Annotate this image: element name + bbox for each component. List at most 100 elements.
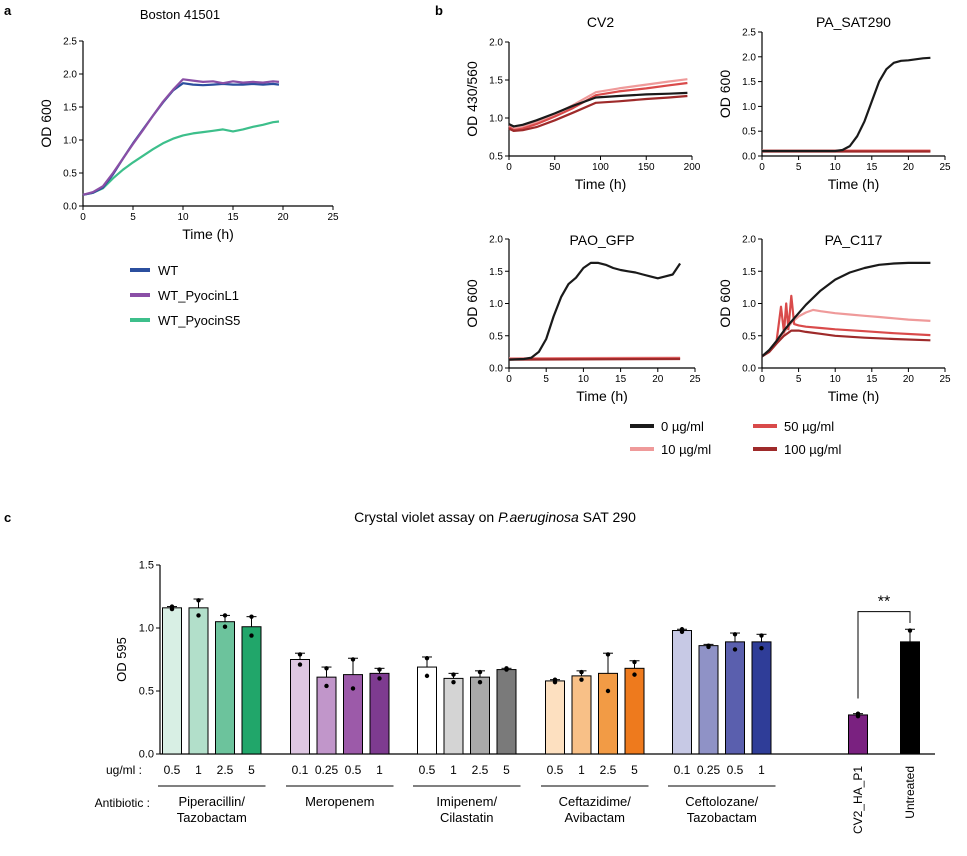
bar: [417, 666, 437, 755]
y-tick-label: 1.5: [139, 560, 154, 572]
antibiotic-name: Tazobactam: [687, 810, 757, 825]
x-tick-label: 20: [277, 212, 289, 223]
bar: [188, 607, 209, 755]
antibiotic-name: Ceftolozane/: [685, 794, 758, 809]
bar: [725, 641, 745, 755]
data-point: [605, 688, 611, 694]
data-point: [424, 656, 430, 661]
bar: [290, 659, 310, 755]
chart-c: Crystal violet assay on P.aeruginosa SAT…: [95, 509, 935, 834]
y-axis-label: OD 600: [717, 70, 733, 118]
concentration-label: 0.25: [697, 763, 721, 777]
series-line: [82, 78, 280, 196]
y-tick-label: 0.0: [139, 749, 154, 761]
bar: [571, 675, 592, 755]
x-axis-label: Time (h): [828, 176, 880, 192]
x-tick-label: 25: [327, 212, 339, 223]
concentration-label: 5: [248, 763, 255, 777]
y-tick-label: 0.5: [489, 152, 503, 163]
y-tick-label: 0.5: [742, 127, 756, 138]
panel-letter-c: c: [4, 510, 11, 525]
y-tick-label: 2.0: [489, 235, 503, 246]
chart-title-part: P.aeruginosa: [498, 509, 579, 525]
chart-title: PA_SAT290: [816, 14, 891, 30]
y-tick-label: 2.0: [489, 38, 503, 49]
chart-title-part: SAT 290: [579, 509, 636, 525]
antibiotic-name: Meropenem: [305, 794, 374, 809]
x-tick-label: 0: [759, 374, 765, 385]
concentration-label: 2.5: [217, 763, 234, 777]
legend-panel-b: 0 µg/ml 10 µg/ml 50 µg/ml 100 µg/ml: [630, 419, 841, 457]
bar: [672, 630, 692, 755]
data-point: [350, 686, 356, 691]
concentration-label: 2.5: [472, 763, 489, 777]
data-point: [477, 679, 483, 685]
y-axis-label: OD 430/560: [464, 61, 480, 137]
x-tick-label: 15: [866, 162, 878, 173]
chart-title-part: Crystal violet assay on: [354, 509, 498, 525]
bar-group: Untreated: [900, 628, 920, 819]
x-tick-label: 15: [615, 374, 627, 385]
data-point: [504, 666, 509, 671]
series-line: [508, 261, 682, 361]
concentration-label: 0.5: [419, 763, 436, 777]
chart-a: 0 5 10 15 20 25 0.0 0.5 1.0 1.5 2.0 2.5 Time (h) OD 6…: [38, 7, 339, 242]
x-tick-label: 0: [506, 162, 512, 173]
bar: [369, 672, 390, 755]
data-point: [706, 643, 711, 648]
data-point: [907, 649, 913, 655]
bar: [751, 641, 772, 755]
y-tick-label: 0.0: [742, 152, 756, 163]
bar-group: CV2_HA_P1: [848, 711, 868, 834]
legend-label: 10 µg/ml: [661, 442, 711, 457]
data-point: [855, 711, 861, 716]
data-point: [451, 679, 456, 685]
x-tick-label: 25: [939, 374, 951, 385]
y-tick-label: 1.0: [742, 299, 756, 310]
data-point: [759, 645, 764, 651]
x-axis-label: Time (h): [828, 388, 880, 404]
data-point: [222, 613, 228, 618]
x-tick-label: 5: [796, 162, 802, 173]
chart-title: CV2: [587, 14, 614, 30]
bar: [598, 672, 618, 755]
panel-letter-a: a: [4, 3, 12, 18]
bar: [443, 677, 464, 755]
legend-panel-a: WT WT_PyocinL1 WT_PyocinS5: [130, 263, 240, 328]
antibiotic-name: Ceftazidime/: [559, 794, 632, 809]
data-point: [222, 624, 228, 629]
y-tick-label: 0.5: [742, 331, 756, 342]
concentration-label: 0.25: [315, 763, 339, 777]
x-tick-label: 5: [796, 374, 802, 385]
data-point: [249, 633, 254, 638]
antibiotic-row-label: Antibiotic :: [95, 796, 150, 810]
y-tick-label: 1.5: [489, 267, 503, 278]
x-tick-label: 10: [830, 374, 842, 385]
bar-group: 0.1 0.25 0.5 1 Ceftolozane/Tazobactam: [668, 627, 776, 825]
y-tick-label: 0.0: [63, 202, 77, 213]
y-tick-label: 2.5: [63, 37, 77, 48]
data-point: [605, 652, 611, 657]
concentration-label: 1: [758, 763, 765, 777]
series-line: [508, 91, 688, 128]
bar-group: 0.5 1 2.5 5 Imipenem/Cilastatin: [413, 656, 521, 825]
concentration-label: 0.5: [727, 763, 744, 777]
concentration-label: 0.5: [345, 763, 362, 777]
data-point: [249, 614, 254, 619]
chart-b4: 0 5 10 15 20 25 0.0 0.5 1.0 1.5 2.0 Time (h) OD 600 P…: [717, 232, 951, 404]
data-point: [632, 659, 637, 665]
data-point: [350, 657, 356, 662]
x-tick-label: 0: [80, 212, 86, 223]
legend-label: 50 µg/ml: [784, 419, 834, 434]
concentration-label: 0.5: [164, 763, 181, 777]
bar-group: 0.5 1 2.5 5 Ceftazidime/Avibactam: [541, 652, 649, 825]
x-tick-label: 15: [866, 374, 878, 385]
bar: [215, 621, 235, 755]
y-axis-label: OD 600: [464, 279, 480, 327]
concentration-label: 1: [450, 763, 457, 777]
data-point: [297, 652, 303, 657]
data-point: [579, 677, 584, 682]
series-line: [761, 261, 931, 358]
x-tick-label: 200: [684, 162, 701, 173]
